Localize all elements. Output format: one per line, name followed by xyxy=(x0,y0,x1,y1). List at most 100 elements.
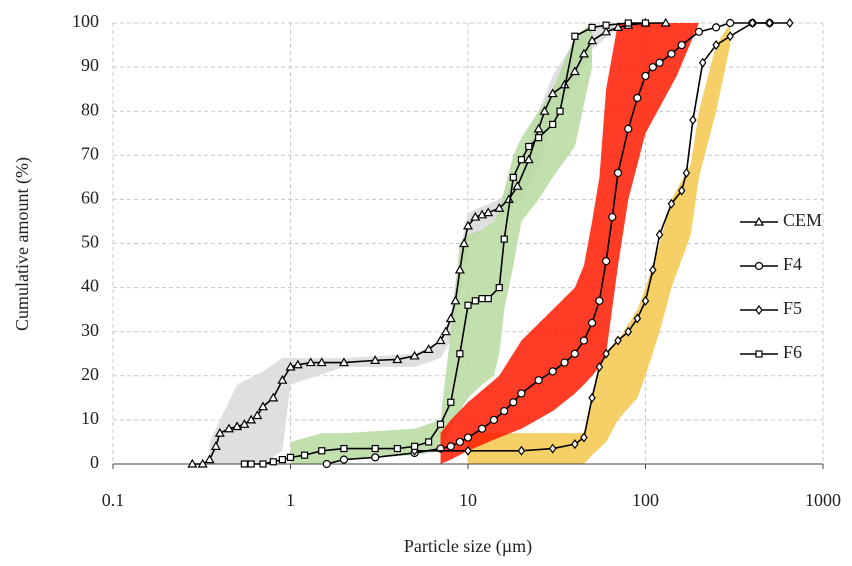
x-tick-label: 1 xyxy=(286,490,295,510)
marker xyxy=(246,414,257,424)
marker xyxy=(667,49,676,58)
marker xyxy=(655,58,664,67)
marker xyxy=(754,261,764,271)
marker xyxy=(409,350,420,360)
marker xyxy=(436,420,445,428)
marker xyxy=(712,40,720,51)
marker xyxy=(548,443,557,454)
marker xyxy=(371,444,379,453)
marker xyxy=(677,185,686,196)
marker xyxy=(277,375,288,384)
marker xyxy=(316,357,327,367)
marker xyxy=(495,284,503,292)
marker xyxy=(410,442,419,450)
x-tick-label: 0.1 xyxy=(102,490,125,510)
marker xyxy=(570,349,579,358)
marker xyxy=(464,445,472,456)
marker xyxy=(484,295,492,303)
marker xyxy=(339,455,349,464)
marker xyxy=(187,458,198,468)
marker xyxy=(445,313,456,323)
marker xyxy=(500,235,508,243)
marker xyxy=(612,22,624,32)
marker xyxy=(204,454,215,464)
y-tick-label: 80 xyxy=(81,99,99,119)
marker xyxy=(285,361,296,371)
marker xyxy=(483,207,494,217)
legend-label: F4 xyxy=(783,254,802,274)
marker xyxy=(698,57,707,68)
marker xyxy=(608,212,617,222)
marker xyxy=(602,21,610,29)
legend-label: F6 xyxy=(783,342,802,362)
marker xyxy=(517,156,526,164)
marker xyxy=(641,295,650,306)
marker xyxy=(667,198,676,209)
range-band xyxy=(468,23,731,464)
y-tick-label: 30 xyxy=(81,320,99,340)
marker xyxy=(478,295,486,303)
marker xyxy=(534,376,543,385)
marker xyxy=(539,105,550,115)
marker xyxy=(393,444,401,453)
marker xyxy=(471,297,479,305)
marker xyxy=(489,415,499,424)
marker xyxy=(587,318,597,327)
y-tick-label: 100 xyxy=(72,11,99,31)
marker xyxy=(560,358,569,367)
marker xyxy=(614,335,622,346)
marker xyxy=(509,173,517,181)
marker xyxy=(214,427,225,437)
marker xyxy=(660,17,671,27)
marker xyxy=(423,344,434,353)
marker xyxy=(447,398,455,406)
marker xyxy=(765,18,774,28)
marker xyxy=(525,142,533,151)
marker xyxy=(500,406,509,416)
marker xyxy=(286,453,295,461)
marker xyxy=(371,453,380,462)
marker xyxy=(322,459,331,469)
marker xyxy=(535,134,543,142)
marker xyxy=(512,180,523,190)
marker xyxy=(523,154,534,164)
marker xyxy=(517,445,526,456)
marker xyxy=(601,26,612,36)
marker xyxy=(370,355,381,364)
legend-label: CEM xyxy=(783,210,822,230)
x-tick-label: 100 xyxy=(632,490,659,510)
y-tick-label: 90 xyxy=(81,55,99,75)
y-tick-label: 40 xyxy=(81,276,99,296)
marker xyxy=(556,107,564,115)
marker xyxy=(624,19,632,27)
marker xyxy=(455,437,464,447)
marker xyxy=(197,458,208,468)
marker xyxy=(210,441,221,450)
marker xyxy=(613,168,623,178)
marker xyxy=(648,62,657,72)
marker xyxy=(459,238,470,248)
marker xyxy=(587,35,598,45)
y-tick-label: 70 xyxy=(81,143,99,163)
marker xyxy=(464,301,472,309)
marker xyxy=(755,305,763,315)
marker xyxy=(682,167,691,178)
marker xyxy=(240,460,249,468)
marker xyxy=(477,424,487,433)
marker xyxy=(239,419,250,428)
marker xyxy=(268,392,279,402)
x-tick-label: 10 xyxy=(459,490,477,510)
marker xyxy=(494,203,505,212)
x-axis-title: Particle size (µm) xyxy=(404,536,532,557)
marker xyxy=(689,115,697,126)
x-tick-label: 1000 xyxy=(805,490,841,510)
marker xyxy=(269,458,277,466)
marker xyxy=(252,410,263,420)
marker xyxy=(450,295,461,305)
marker xyxy=(641,19,650,27)
marker xyxy=(579,336,589,345)
marker xyxy=(338,357,349,367)
marker xyxy=(748,18,757,28)
marker xyxy=(259,460,267,468)
